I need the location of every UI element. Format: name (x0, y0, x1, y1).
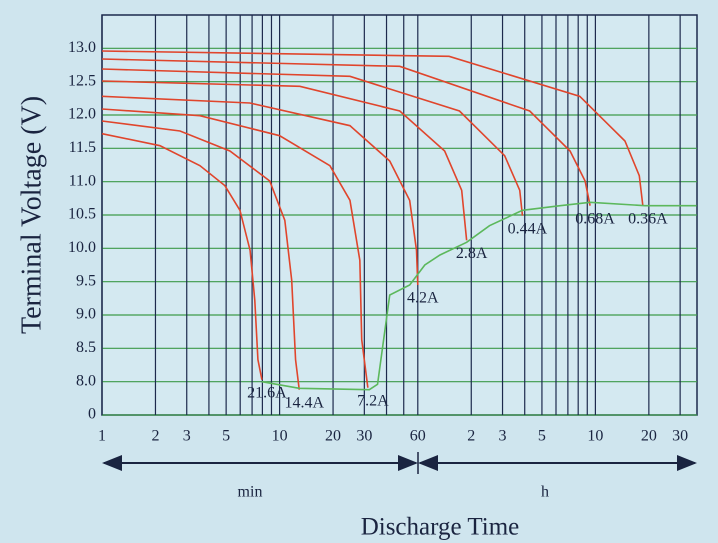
y-tick-label: 9.5 (76, 272, 96, 289)
x-tick-label: 60 (410, 428, 426, 445)
series-line (101, 120, 301, 390)
x-axis-label: Discharge Time (361, 514, 520, 541)
x-tick-label: 10 (587, 428, 603, 445)
y-tick-label: 10.5 (68, 206, 96, 223)
y-tick-label: 8.0 (76, 372, 96, 389)
x-tick-label: 10 (272, 428, 288, 445)
x-tick-label: 5 (222, 428, 230, 445)
curve-label: 0.68A (575, 210, 615, 227)
curve-label: 14.4A (284, 394, 324, 411)
series-line (101, 68, 524, 216)
x-tick-label: 30 (356, 428, 372, 445)
y-tick-label: 9.0 (76, 306, 96, 323)
x-tick-label: 20 (325, 428, 341, 445)
series-line (101, 80, 468, 241)
curve-label: 0.36A (628, 210, 668, 227)
y-tick-label: 11.5 (69, 139, 96, 156)
series-line (101, 108, 369, 388)
series-line (101, 58, 591, 206)
x-tick-label: 3 (183, 428, 191, 445)
y-tick-label: 8.5 (76, 339, 96, 356)
min-label: min (238, 484, 263, 501)
x-tick-label: 2 (151, 428, 159, 445)
curve-label: 21.6A (247, 384, 287, 401)
x-tick-label: 5 (538, 428, 546, 445)
series-line (101, 132, 263, 380)
y-tick-label: 10.0 (68, 239, 96, 256)
x-tick-label: 20 (641, 428, 657, 445)
y-tick-label: 12.5 (68, 72, 96, 89)
curve-label: 0.44A (508, 220, 548, 237)
curve-label: 4.2A (407, 290, 439, 307)
curve-label: 2.8A (456, 245, 488, 262)
series-line (101, 95, 419, 286)
y-tick-label: 11.0 (69, 172, 96, 189)
series-line (101, 50, 644, 206)
y-tick-label: 12.0 (68, 106, 96, 123)
y-axis-label: Terminal Voltage (V) (16, 96, 47, 334)
y-tick-label: 0 (88, 406, 96, 423)
series-line (261, 201, 697, 391)
x-tick-label: 3 (499, 428, 507, 445)
curve-label: 7.2A (357, 392, 389, 409)
x-tick-label: 30 (672, 428, 688, 445)
h-label: h (541, 484, 549, 501)
y-tick-label: 13.0 (68, 39, 96, 56)
x-tick-label: 1 (98, 428, 106, 445)
x-tick-label: 2 (467, 428, 475, 445)
